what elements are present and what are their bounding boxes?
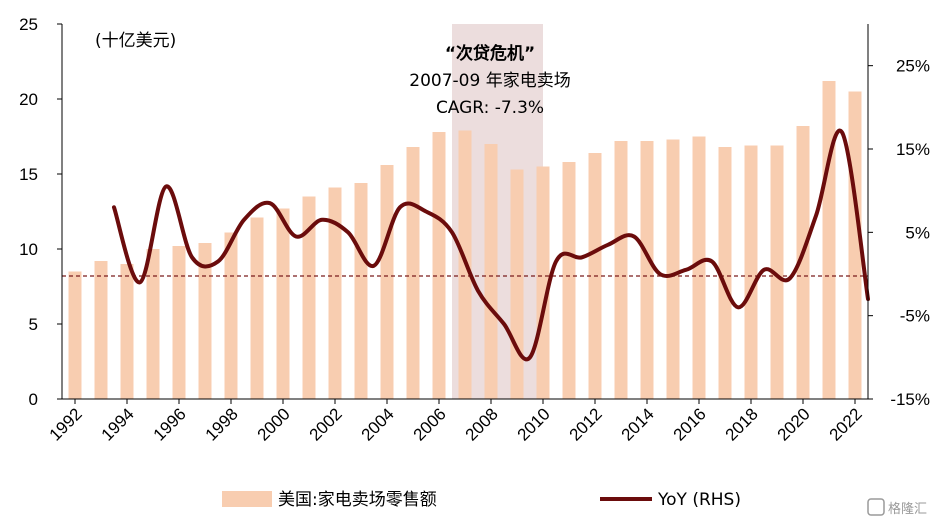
- right-tick-label: 15%: [896, 140, 930, 159]
- bars-layer: [68, 81, 862, 399]
- x-tick-label: 1994: [98, 404, 138, 444]
- bar-1995: [146, 249, 160, 399]
- left-tick-label: 20: [19, 90, 38, 109]
- bar-2016: [692, 136, 706, 399]
- bar-1994: [120, 264, 134, 399]
- x-tick-label: 2014: [618, 404, 658, 444]
- bar-2006: [432, 132, 446, 399]
- bar-2001: [302, 196, 316, 399]
- bar-2020: [796, 126, 810, 399]
- x-tick-label: 2006: [410, 404, 450, 444]
- watermark-logo-icon: [867, 498, 885, 516]
- x-tick-label: 1998: [202, 404, 242, 444]
- bar-1998: [224, 232, 238, 399]
- legend-line-label: YoY (RHS): [657, 490, 741, 510]
- left-tick-label: 15: [19, 165, 38, 184]
- bar-2008: [484, 144, 498, 399]
- legend-bar-label: 美国:家电卖场零售额: [278, 490, 437, 510]
- x-tick-label: 2016: [670, 404, 710, 444]
- bar-2019: [770, 145, 784, 399]
- legend-bar-swatch: [222, 491, 272, 507]
- right-tick-label: -5%: [900, 307, 930, 326]
- bar-2011: [562, 162, 576, 399]
- unit-label: (十亿美元): [95, 31, 176, 51]
- bar-2009: [510, 169, 524, 399]
- annotation-title: “次贷危机”: [445, 43, 535, 64]
- bar-2004: [380, 165, 394, 399]
- left-tick-label: 10: [19, 240, 38, 259]
- bar-1999: [250, 217, 264, 399]
- bar-2002: [328, 187, 342, 399]
- bar-1996: [172, 246, 186, 399]
- bar-1992: [68, 271, 82, 399]
- x-tick-label: 2018: [722, 404, 762, 444]
- yoy-line-layer: [112, 128, 870, 362]
- bar-2005: [406, 147, 420, 399]
- yoy-line: [112, 128, 870, 362]
- right-tick-label: 25%: [896, 57, 930, 76]
- annotation-line-2: CAGR: -7.3%: [436, 98, 544, 118]
- x-tick-label: 2020: [774, 404, 814, 444]
- bar-2017: [718, 147, 732, 399]
- x-tick-label: 2000: [254, 404, 294, 444]
- x-tick-label: 2004: [358, 404, 398, 444]
- right-tick-label: 5%: [905, 223, 930, 242]
- x-tick-label: 2012: [566, 404, 606, 444]
- right-tick-label: -15%: [890, 390, 930, 409]
- bar-2013: [614, 141, 628, 399]
- left-axis-tick-labels: 0 5 10 15 20 25: [19, 15, 38, 409]
- x-tick-label: 2010: [514, 404, 554, 444]
- watermark-text: 格隆汇: [888, 501, 927, 517]
- watermark: 格隆汇: [867, 498, 927, 517]
- x-tick-label: 2022: [826, 404, 866, 444]
- bar-1993: [94, 261, 108, 399]
- x-tick-label: 1992: [46, 404, 86, 444]
- x-tick-label: 1996: [150, 404, 190, 444]
- bar-2018: [744, 145, 758, 399]
- legend: 美国:家电卖场零售额 YoY (RHS): [222, 490, 741, 510]
- left-tick-label: 0: [29, 390, 38, 409]
- x-axis-tick-labels: 1992 1994 1996 1998 2000 2002 2004 2006 2008 2010…: [46, 404, 866, 444]
- axes-layer: [57, 23, 873, 404]
- left-tick-label: 5: [29, 315, 38, 334]
- right-axis-tick-labels: -15% -5% 5% 15% 25%: [890, 57, 930, 409]
- x-tick-label: 2002: [306, 404, 346, 444]
- bar-2014: [640, 141, 654, 399]
- bar-1997: [198, 243, 212, 399]
- annotation-line-1: 2007-09 年家电卖场: [409, 71, 570, 91]
- bar-2015: [666, 139, 680, 399]
- left-tick-label: 25: [19, 15, 38, 34]
- bar-2000: [276, 208, 290, 399]
- x-tick-label: 2008: [462, 404, 502, 444]
- bar-2021: [822, 81, 836, 399]
- bar-2003: [354, 183, 368, 399]
- bar-2010: [536, 166, 550, 399]
